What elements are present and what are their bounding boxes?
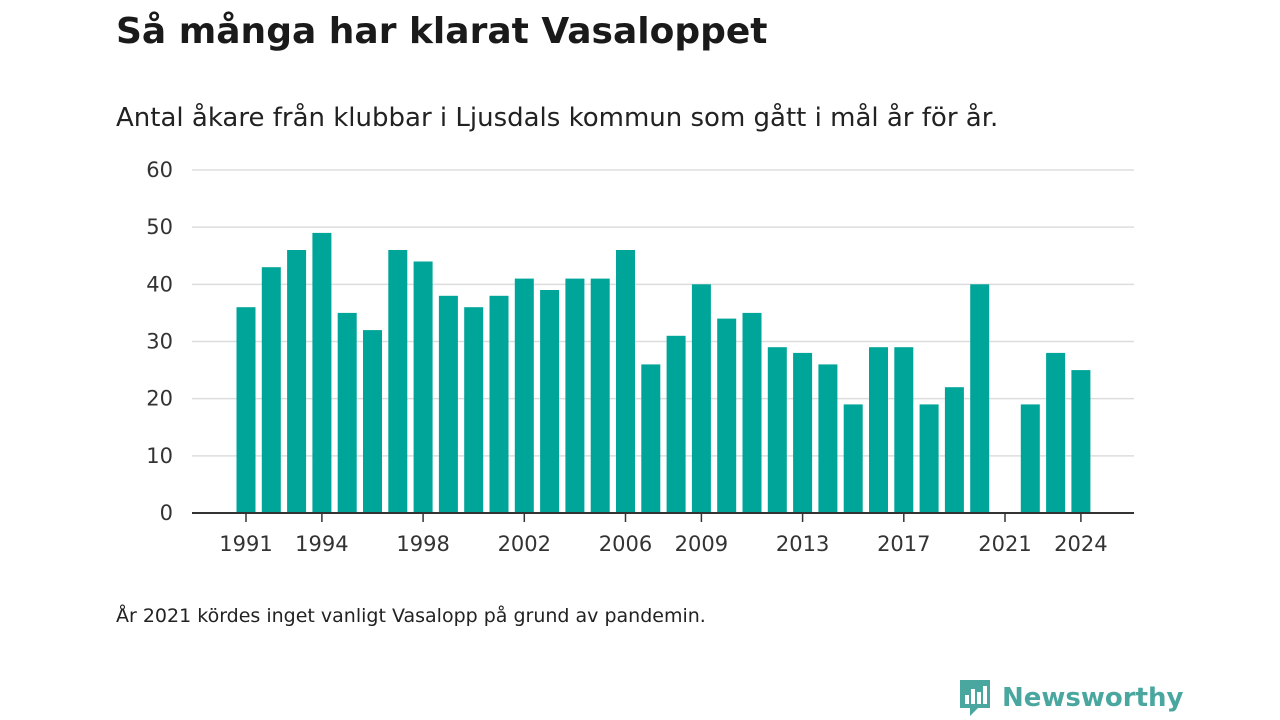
bar-1996 [363,330,382,513]
bar-2002 [514,278,534,513]
bar-2009 [691,284,711,513]
bar-2011 [742,312,762,513]
y-tick-label: 40 [146,272,173,296]
bar-2005 [590,278,610,513]
x-tick-label: 2024 [1054,532,1107,556]
bar-2001 [489,295,509,513]
y-tick-label: 20 [146,387,173,411]
bar-1993 [287,250,307,513]
bars [236,232,1091,513]
bar-2015 [843,404,863,513]
bar-2000 [464,307,484,513]
x-tick-label: 2017 [877,532,930,556]
footnote: År 2021 kördes inget vanligt Vasalopp på… [116,605,706,627]
bar-2003 [540,290,560,513]
bar-2018 [919,404,939,513]
brand-name: Newsworthy [1002,683,1184,713]
gridlines [192,169,1134,457]
bar-1999 [438,295,458,513]
bar-2024 [1071,370,1091,513]
bar-2017 [894,347,914,513]
bar-2014 [818,364,838,513]
x-axis-ticks: 1991 1994 1998 2002 2006 2009 2013 2017 2021 2024 [219,513,1108,556]
bar-1995 [337,312,357,513]
chart-title: Så många har klarat Vasaloppet [116,11,768,52]
x-tick-label: 1991 [219,532,272,556]
bar-2007 [641,364,661,513]
bar-2008 [666,335,686,513]
bar-1991 [236,307,256,513]
bar-2016 [869,347,888,513]
y-tick-label: 30 [146,330,173,354]
bar-2022 [1020,404,1040,513]
x-tick-label: 2002 [498,532,551,556]
y-tick-label: 50 [146,215,173,239]
x-tick-label: 2006 [599,532,652,556]
x-tick-label: 1998 [396,532,449,556]
bar-2012 [767,347,787,513]
bar-1997 [388,250,408,513]
bar-chart: 0 10 20 30 40 50 60 1991 1994 1998 2002 2006 2009 20… [146,158,1134,556]
bar-2019 [944,387,964,513]
y-axis-ticks: 0 10 20 30 40 50 60 [146,158,173,525]
x-tick-label: 2013 [776,532,829,556]
bar-2013 [793,352,813,513]
bar-2006 [616,250,635,513]
newsworthy-logo-icon [960,680,990,716]
y-tick-label: 10 [146,444,173,468]
chart-subtitle: Antal åkare från klubbar i Ljusdals komm… [116,103,999,133]
bar-1994 [312,232,332,513]
x-tick-label: 1994 [295,532,348,556]
bar-2020 [970,284,990,513]
bar-2010 [717,318,737,513]
brand-block: Newsworthy [958,678,1183,718]
y-tick-label: 60 [146,158,173,182]
x-tick-label: 2009 [675,532,728,556]
bar-2004 [565,278,585,513]
y-tick-label: 0 [160,501,173,525]
bar-1992 [261,267,281,513]
bar-1998 [413,261,433,513]
bar-2023 [1046,352,1066,513]
x-tick-label: 2021 [978,532,1031,556]
